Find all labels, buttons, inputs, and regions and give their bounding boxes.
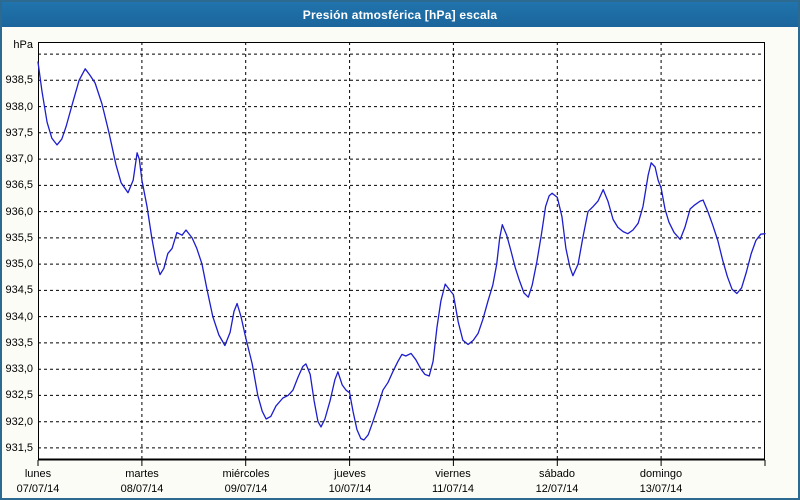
y-axis-tick-label: 935,0: [5, 258, 33, 270]
day-date: 08/07/14: [120, 483, 164, 495]
y-axis-tick-label: 937,0: [5, 153, 33, 165]
x-axis-day-label: miércoles 09/07/14: [198, 467, 294, 497]
y-axis-tick-label: 934,5: [5, 284, 33, 296]
x-axis-day-label: domingo 13/07/14: [613, 467, 709, 497]
day-name: domingo: [639, 468, 683, 480]
pressure-line-chart: [37, 42, 766, 466]
y-axis-tick-label: 935,5: [5, 232, 33, 244]
day-date: 10/07/14: [328, 483, 372, 495]
day-name: martes: [125, 468, 159, 480]
day-name: viernes: [435, 468, 471, 480]
day-date: 12/07/14: [535, 483, 579, 495]
day-date: 09/07/14: [224, 483, 268, 495]
day-name: miércoles: [222, 468, 270, 480]
x-axis-day-label: martes 08/07/14: [94, 467, 190, 497]
y-axis-tick-label: 938,0: [5, 101, 33, 113]
y-axis-tick-label: 934,0: [5, 311, 33, 323]
day-date: 07/07/14: [16, 483, 60, 495]
chart-title-bar: Presión atmosférica [hPa] escala: [2, 2, 798, 27]
y-axis-tick-label: 936,0: [5, 206, 33, 218]
y-axis-tick-label: 933,5: [5, 337, 33, 349]
plot-background: [38, 42, 765, 460]
y-axis-tick-label: 936,5: [5, 179, 33, 191]
chart-title: Presión atmosférica [hPa] escala: [302, 7, 498, 22]
x-axis-day-label: jueves 10/07/14: [302, 467, 398, 497]
x-axis-day-label: lunes 07/07/14: [2, 467, 86, 497]
x-axis-day-label: sábado 12/07/14: [509, 467, 605, 497]
y-axis-tick-label: 932,0: [5, 416, 33, 428]
y-axis-tick-label: 937,5: [5, 127, 33, 139]
pressure-series-line: [37, 61, 766, 441]
day-name: jueves: [334, 468, 366, 480]
x-axis-day-label: viernes 11/07/14: [405, 467, 501, 497]
y-axis-tick-label: 932,5: [5, 389, 33, 401]
day-date: 13/07/14: [639, 483, 683, 495]
plot-area: [37, 42, 766, 466]
day-name: sábado: [538, 468, 576, 480]
y-axis-tick-label: 933,0: [5, 363, 33, 375]
y-axis-tick-label: 931,5: [5, 442, 33, 454]
y-axis-tick-label: 938,5: [5, 74, 33, 86]
day-date: 11/07/14: [431, 483, 474, 495]
y-axis-unit-label: hPa: [13, 39, 33, 51]
day-name: lunes: [24, 468, 52, 480]
